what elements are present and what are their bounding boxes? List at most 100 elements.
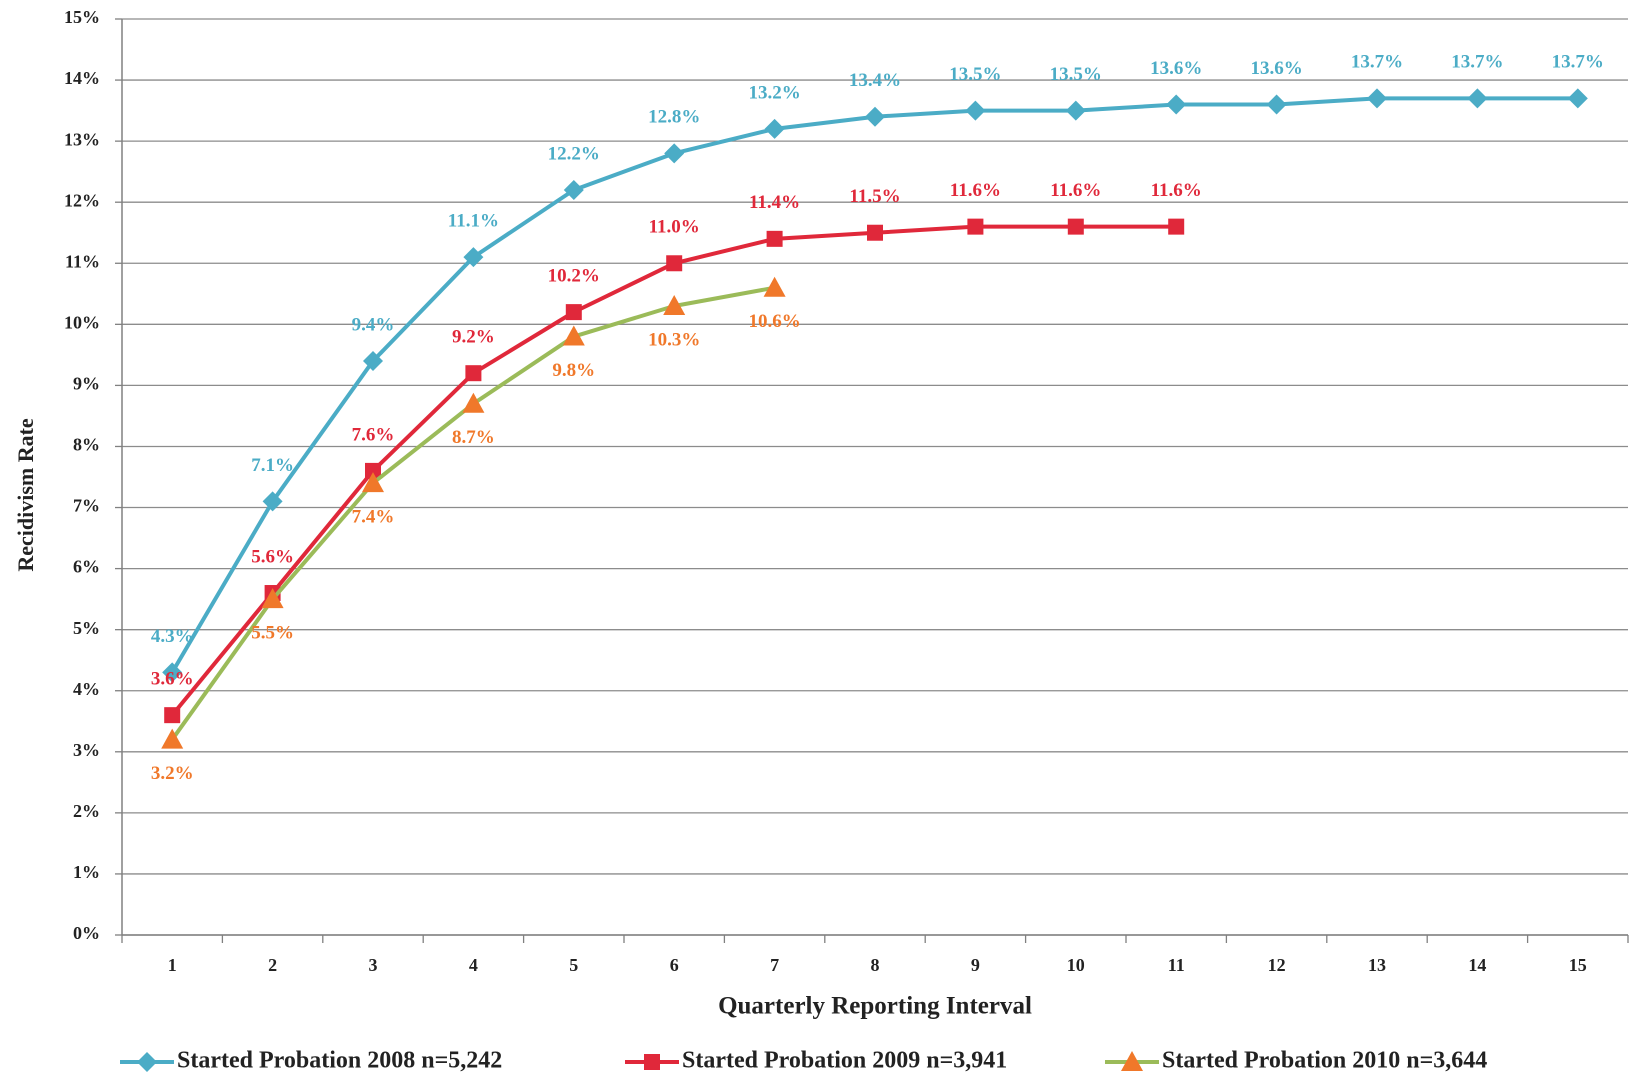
x-tick-label: 11: [1168, 955, 1185, 975]
x-tick-label: 12: [1268, 955, 1286, 975]
data-point: [365, 462, 381, 479]
y-tick-label: 13%: [64, 129, 100, 149]
data-label: 11.0%: [649, 217, 700, 238]
y-tick-label: 2%: [73, 801, 100, 821]
legend-marker: [1121, 1051, 1143, 1071]
data-label: 10.6%: [748, 311, 800, 332]
data-label: 9.2%: [452, 327, 495, 348]
data-label: 9.8%: [552, 360, 595, 381]
data-point: [563, 179, 584, 200]
data-point: [1166, 94, 1187, 115]
data-point: [967, 218, 984, 235]
data-label: 10.2%: [548, 265, 600, 286]
x-tick-label: 13: [1368, 955, 1386, 975]
x-tick-label: 1: [168, 955, 177, 975]
y-tick-label: 4%: [73, 679, 100, 699]
y-tick-label: 6%: [73, 557, 100, 577]
data-label: 11.6%: [1050, 180, 1101, 201]
data-label: 12.2%: [548, 143, 600, 164]
data-point: [764, 118, 785, 139]
data-point: [161, 728, 184, 749]
x-tick-label: 7: [770, 955, 779, 975]
data-label: 11.5%: [849, 186, 900, 207]
y-tick-label: 8%: [73, 435, 100, 455]
data-point: [867, 224, 883, 241]
data-label: 10.3%: [648, 329, 700, 350]
y-tick-label: 12%: [64, 190, 100, 210]
data-point: [1567, 88, 1588, 109]
legend-label: Started Probation 2010 n=3,644: [1162, 1048, 1487, 1074]
x-tick-label: 9: [971, 955, 980, 975]
data-point: [463, 247, 484, 268]
data-point: [766, 230, 783, 247]
data-point: [763, 276, 786, 297]
x-tick-label: 14: [1468, 955, 1486, 975]
data-point: [261, 588, 284, 609]
data-label: 5.5%: [251, 622, 294, 643]
y-tick-label: 15%: [64, 7, 100, 27]
data-label: 13.6%: [1150, 58, 1202, 79]
data-point: [565, 304, 582, 321]
x-tick-label: 5: [569, 955, 578, 975]
data-point: [664, 143, 685, 164]
data-point: [1065, 100, 1086, 121]
legend-marker: [644, 1054, 660, 1070]
y-tick-label: 5%: [73, 618, 100, 638]
data-label: 13.2%: [748, 82, 800, 103]
data-point: [1067, 218, 1084, 235]
y-tick-label: 11%: [65, 251, 100, 271]
data-label: 11.1%: [448, 211, 499, 232]
x-tick-label: 2: [268, 955, 277, 975]
y-tick-label: 0%: [73, 923, 100, 943]
data-point: [865, 106, 885, 127]
y-tick-label: 7%: [73, 496, 100, 516]
data-label: 13.7%: [1451, 52, 1503, 73]
y-axis-title: Recidivism Rate: [13, 418, 38, 572]
x-tick-label: 15: [1569, 955, 1587, 975]
data-label: 11.6%: [950, 180, 1001, 201]
data-point: [363, 350, 383, 371]
data-point: [1266, 94, 1287, 115]
data-label: 13.5%: [949, 64, 1001, 85]
data-label: 13.6%: [1250, 58, 1302, 79]
x-axis-title: Quarterly Reporting Interval: [718, 993, 1032, 1020]
legend-label: Started Probation 2008 n=5,242: [177, 1048, 502, 1074]
data-point: [562, 325, 585, 346]
data-point: [666, 255, 683, 272]
data-point: [663, 295, 686, 316]
series-line: [170, 285, 775, 741]
data-point: [164, 707, 181, 724]
data-label: 13.7%: [1552, 52, 1604, 73]
data-label: 7.4%: [352, 506, 395, 527]
data-label: 11.6%: [1151, 180, 1202, 201]
data-label: 13.7%: [1351, 52, 1403, 73]
data-label: 12.8%: [648, 107, 700, 128]
legend-marker: [137, 1052, 157, 1072]
x-tick-label: 8: [871, 955, 880, 975]
data-label: 7.6%: [352, 424, 395, 445]
data-point: [1168, 218, 1185, 235]
y-tick-label: 3%: [73, 740, 100, 760]
data-label: 11.4%: [749, 192, 800, 213]
data-point: [462, 392, 485, 413]
data-point: [965, 100, 986, 121]
x-tick-label: 10: [1067, 955, 1085, 975]
data-label: 4.3%: [151, 626, 194, 647]
data-label: 7.1%: [251, 455, 294, 476]
data-label: 9.4%: [352, 314, 395, 335]
y-tick-label: 1%: [73, 862, 100, 882]
data-label: 3.6%: [151, 669, 194, 690]
data-point: [262, 491, 283, 512]
data-label: 8.7%: [452, 427, 495, 448]
data-point: [1467, 88, 1488, 109]
data-point: [1367, 88, 1387, 109]
x-tick-label: 3: [369, 955, 378, 975]
y-tick-label: 9%: [73, 374, 100, 394]
data-label: 13.5%: [1050, 64, 1102, 85]
y-tick-label: 10%: [64, 312, 100, 332]
x-tick-label: 4: [469, 955, 478, 975]
data-label: 13.4%: [849, 70, 901, 91]
data-point: [162, 662, 183, 683]
data-point: [362, 472, 384, 493]
data-label: 5.6%: [251, 546, 294, 567]
